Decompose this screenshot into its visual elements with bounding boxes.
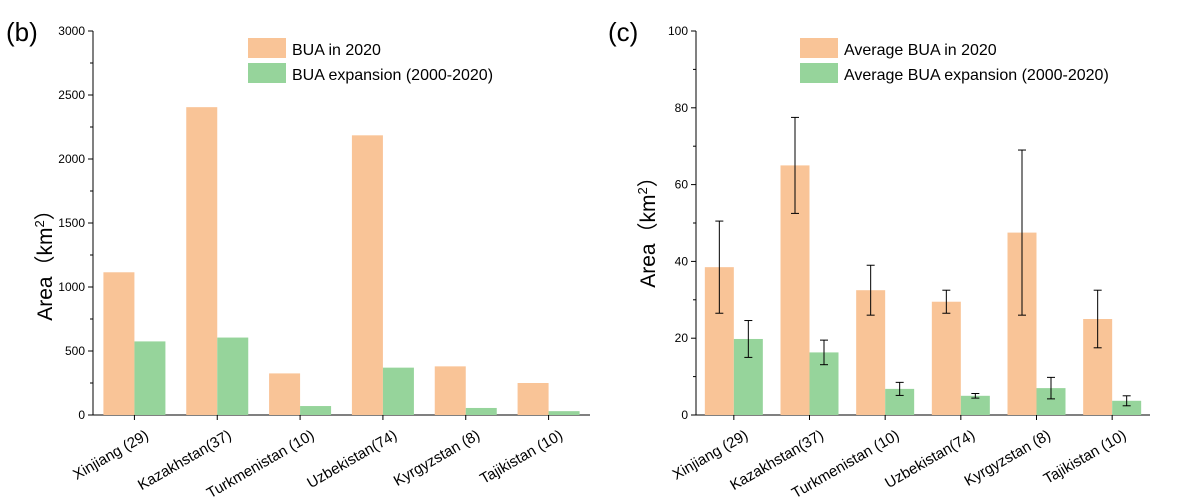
bar-bua-expansion-2000-2020-turkmenistan-10 xyxy=(300,406,332,415)
bar-bua-in-2020-kyrgyzstan-8 xyxy=(434,366,466,415)
y-tick-label: 20 xyxy=(675,331,689,345)
category-label-kyrgyzstan-8: Kyrgyzstan (8) xyxy=(961,427,1053,490)
panel-c-legend: Average BUA in 2020 Average BUA expansio… xyxy=(800,38,1109,84)
y-tick-label: 2500 xyxy=(58,88,85,102)
panel-b: (b) Area（km2） 0 500 1000 1500 2000 2500 3000 Xi… xyxy=(6,17,590,502)
y-tick-label: 500 xyxy=(65,344,85,358)
legend-label-bua-2020: BUA in 2020 xyxy=(292,42,381,59)
legend-swatch-average-bua-2020 xyxy=(800,38,838,58)
y-tick-label: 0 xyxy=(78,408,85,422)
category-label-uzbekistan-74: Uzbekistan(74) xyxy=(304,427,400,492)
bar-bua-expansion-2000-2020-kyrgyzstan-8 xyxy=(465,407,497,415)
y-tick-label: 100 xyxy=(668,24,688,38)
panel-c-y-axis-title: Area（km2） xyxy=(635,166,660,288)
legend-swatch-bua-expansion xyxy=(248,63,286,83)
panel-c-tag: (c) xyxy=(608,17,638,47)
panel-b-legend: BUA in 2020 BUA expansion (2000-2020) xyxy=(248,38,493,84)
panel-b-y-axis-title: Area（km2） xyxy=(32,199,57,321)
bar-average-bua-expansion-2000-2020-tajikistan-10 xyxy=(1112,400,1142,415)
bar-average-bua-in-2020-uzbekistan-74 xyxy=(931,301,961,415)
bar-bua-expansion-2000-2020-uzbekistan-74 xyxy=(382,367,414,415)
bar-bua-expansion-2000-2020-tajikistan-10 xyxy=(548,411,580,415)
y-tick-label: 40 xyxy=(675,254,689,268)
y-tick-label: 3000 xyxy=(58,24,85,38)
bar-bua-in-2020-uzbekistan-74 xyxy=(351,135,383,415)
bar-bua-in-2020-turkmenistan-10 xyxy=(269,373,301,415)
bar-bua-expansion-2000-2020-xinjiang-29 xyxy=(134,341,166,415)
y-tick-label: 1500 xyxy=(58,216,85,230)
bar-bua-in-2020-kazakhstan-37 xyxy=(186,107,218,415)
bar-bua-in-2020-tajikistan-10 xyxy=(517,383,549,415)
y-tick-label: 60 xyxy=(675,178,689,192)
y-tick-label: 0 xyxy=(681,408,688,422)
bar-average-bua-expansion-2000-2020-uzbekistan-74 xyxy=(960,395,990,415)
legend-label-average-bua-expansion: Average BUA expansion (2000-2020) xyxy=(844,67,1109,84)
panel-b-tag: (b) xyxy=(6,17,38,47)
legend-label-bua-expansion: BUA expansion (2000-2020) xyxy=(292,67,493,84)
legend-swatch-bua-2020 xyxy=(248,38,286,58)
category-label-kyrgyzstan-8: Kyrgyzstan (8) xyxy=(391,427,483,490)
y-tick-label: 80 xyxy=(675,101,689,115)
category-label-tajikistan-10: Tajikistan (10) xyxy=(477,427,566,488)
legend-swatch-average-bua-expansion xyxy=(800,63,838,83)
legend-label-average-bua-2020: Average BUA in 2020 xyxy=(844,42,997,59)
category-label-xinjiang-29: Xinjiang (29) xyxy=(70,427,151,484)
bar-bua-expansion-2000-2020-kazakhstan-37 xyxy=(217,337,249,415)
category-label-tajikistan-10: Tajikistan (10) xyxy=(1041,427,1130,488)
y-tick-label: 2000 xyxy=(58,152,85,166)
y-tick-label: 1000 xyxy=(58,280,85,294)
bar-bua-in-2020-xinjiang-29 xyxy=(103,272,135,415)
